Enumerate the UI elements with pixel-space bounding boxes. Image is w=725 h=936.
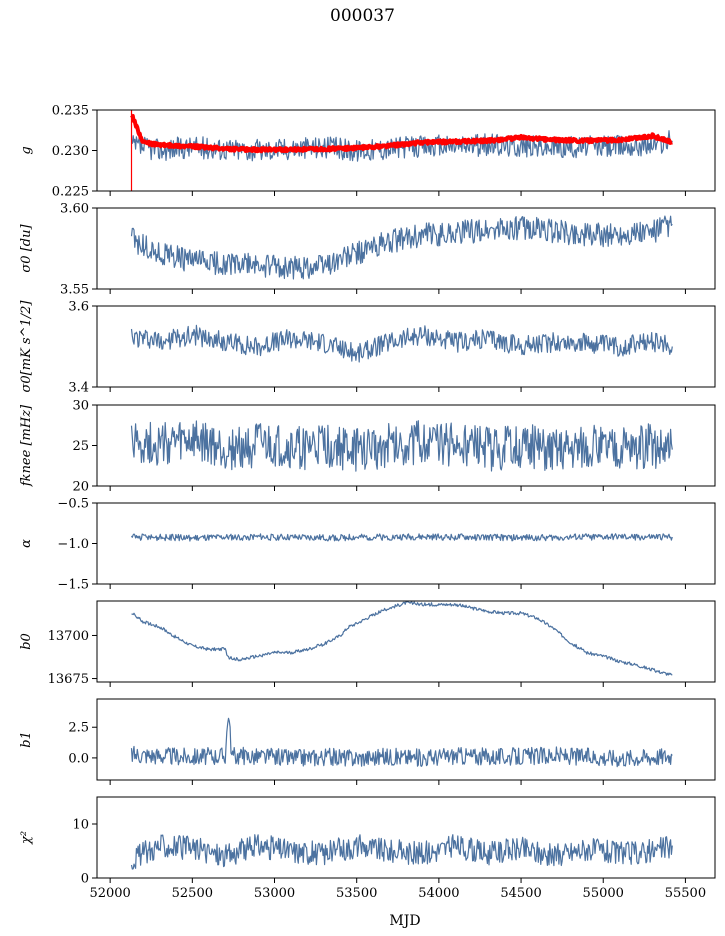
x-tick-label: 54500 <box>500 886 541 901</box>
y-tick-label: 0.225 <box>52 185 89 200</box>
panels: 0.225 0.230 0.235 g 3.55 3.60 σ0 [du] 3.4 3.6 σ0[… <box>19 104 716 901</box>
y-tick-label: 2.5 <box>68 721 89 736</box>
panel-2: 3.55 3.60 σ0 [du] <box>19 202 716 298</box>
data-series-line <box>131 601 673 676</box>
x-tick-label: 55500 <box>665 886 706 901</box>
x-tick-label: 55000 <box>583 886 624 901</box>
data-series-line <box>131 130 673 162</box>
y-tick-label: 0 <box>81 872 89 887</box>
y-tick-label: 0.230 <box>52 144 89 159</box>
y-tick-label: 25 <box>72 439 89 454</box>
y-tick-label: −0.5 <box>57 497 89 512</box>
x-tick-label: 54000 <box>418 886 459 901</box>
y-tick-label: 3.55 <box>60 283 89 298</box>
y-axis-label: χ² <box>19 831 34 845</box>
y-axis-label: σ0[mK s^1/2] <box>19 300 34 393</box>
x-tick-label: 53500 <box>336 886 377 901</box>
data-series-line <box>130 324 673 363</box>
panel-5: −1.5 −1.0 −0.5 α <box>19 497 716 593</box>
x-axis-label: MJD <box>389 913 420 929</box>
panel-1: 0.225 0.230 0.235 g <box>19 104 716 200</box>
axes-frame <box>96 207 716 290</box>
data-series-line <box>130 420 673 472</box>
panel-6: 13675 13700 b0 <box>19 600 716 687</box>
y-tick-label: 30 <box>72 399 89 414</box>
figure-title: 000037 <box>330 6 395 26</box>
y-tick-label: 3.60 <box>60 202 89 217</box>
y-tick-label: 3.4 <box>68 381 89 396</box>
axes-frame <box>96 796 716 879</box>
y-axis-label: σ0 [du] <box>19 224 34 273</box>
y-tick-label: 13700 <box>48 629 89 644</box>
axes-frame <box>96 600 716 683</box>
axes-frame <box>96 305 716 388</box>
y-axis-label: g <box>19 146 34 154</box>
panel-4: 20 25 30 fknee [mHz] <box>19 399 716 495</box>
data-series-line <box>130 834 673 870</box>
y-tick-label: 3.6 <box>68 300 89 315</box>
data-series-line <box>130 533 673 542</box>
axes-frame <box>96 698 716 781</box>
x-tick-label: 52500 <box>172 886 213 901</box>
y-tick-label: −1.0 <box>57 537 89 552</box>
y-tick-label: 13675 <box>48 672 89 687</box>
y-tick-label: 0.235 <box>52 104 89 119</box>
x-tick-label: 52000 <box>89 886 130 901</box>
panel-7: 0.0 2.5 b1 <box>19 698 716 785</box>
y-axis-label: b0 <box>19 633 34 650</box>
x-tick-label: 53000 <box>254 886 295 901</box>
y-tick-label: 10 <box>72 818 89 833</box>
data-series-line <box>130 215 673 280</box>
axes-frame <box>96 502 716 585</box>
panel-3: 3.4 3.6 σ0[mK s^1/2] <box>19 300 716 396</box>
panel-8: 0 10 52000 52500 53000 53500 54000 54500 55000 55… <box>19 796 716 901</box>
y-axis-label: fknee [mHz] <box>19 404 34 487</box>
fit-series-line <box>130 113 674 154</box>
y-tick-label: 20 <box>72 480 89 495</box>
data-series-line <box>130 717 673 768</box>
y-tick-label: 0.0 <box>68 751 89 766</box>
y-tick-label: −1.5 <box>57 578 89 593</box>
y-axis-label: α <box>19 539 34 548</box>
y-axis-label: b1 <box>19 731 34 748</box>
